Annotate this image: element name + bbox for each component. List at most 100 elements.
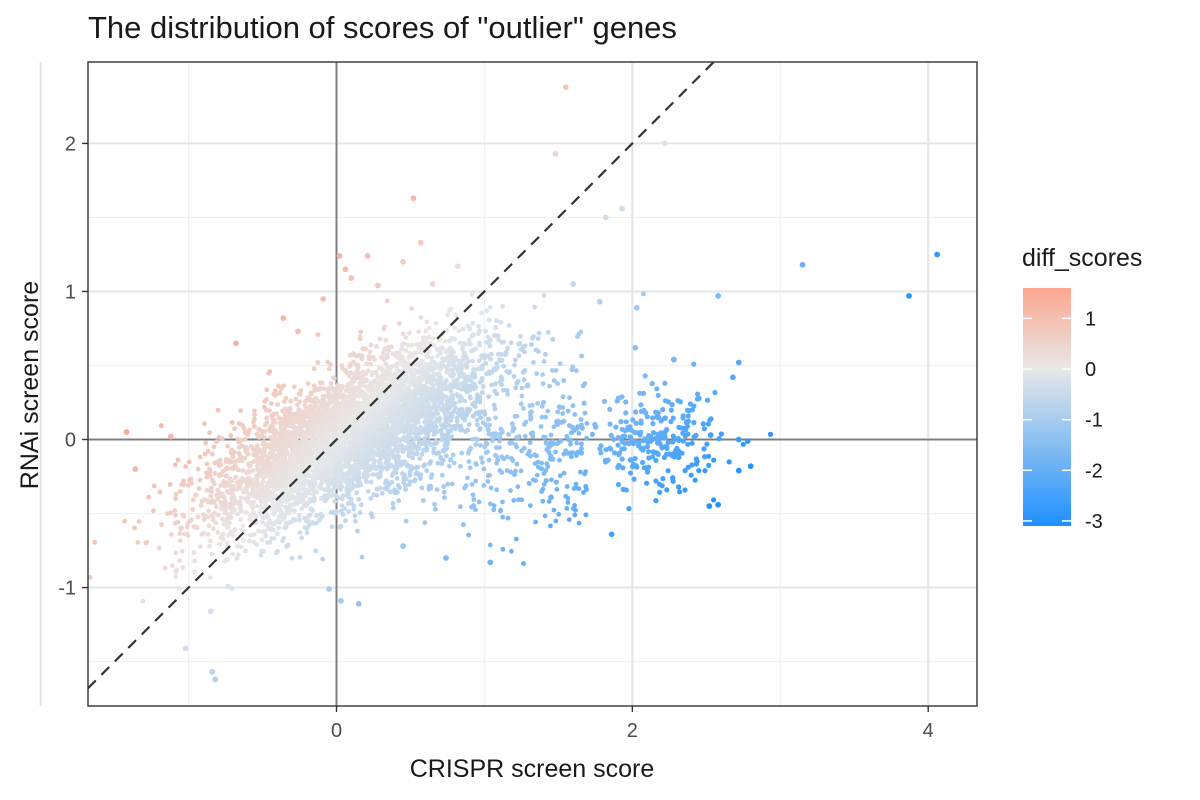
data-point xyxy=(177,531,183,536)
data-point xyxy=(392,422,398,427)
data-point xyxy=(465,475,470,481)
data-point xyxy=(443,420,448,425)
data-point xyxy=(438,427,444,433)
data-point xyxy=(356,441,362,447)
data-point xyxy=(323,412,328,418)
data-point xyxy=(258,434,264,439)
data-point xyxy=(253,476,259,482)
data-point xyxy=(212,460,218,466)
data-point xyxy=(352,462,358,468)
data-point xyxy=(656,414,662,420)
data-point xyxy=(226,532,231,538)
data-point xyxy=(261,451,267,456)
data-point xyxy=(245,475,251,481)
data-point xyxy=(400,399,406,404)
data-point xyxy=(393,350,399,356)
data-point xyxy=(422,336,428,342)
data-point xyxy=(466,359,471,364)
data-point xyxy=(388,407,393,413)
data-point xyxy=(530,477,536,483)
data-point xyxy=(304,530,310,536)
data-point xyxy=(321,386,327,392)
data-point xyxy=(431,343,437,348)
data-point xyxy=(92,539,98,545)
data-point xyxy=(272,500,278,505)
data-point xyxy=(511,424,516,430)
data-point xyxy=(326,386,332,391)
data-point xyxy=(354,409,360,415)
data-point xyxy=(527,403,533,408)
data-point xyxy=(165,511,171,516)
data-point xyxy=(251,484,257,490)
data-point xyxy=(360,378,366,384)
data-point xyxy=(297,554,303,560)
data-point xyxy=(582,410,588,416)
data-point xyxy=(317,517,322,523)
data-point xyxy=(578,469,583,475)
data-point xyxy=(269,536,275,541)
data-point xyxy=(685,413,691,419)
data-point xyxy=(482,411,488,417)
data-point xyxy=(278,469,284,474)
data-point xyxy=(281,512,286,518)
data-point xyxy=(230,532,236,538)
data-point xyxy=(541,471,547,476)
data-point xyxy=(415,464,421,470)
data-point xyxy=(451,356,457,361)
data-point xyxy=(262,445,268,451)
data-point xyxy=(394,366,400,372)
data-point xyxy=(397,458,403,464)
data-point xyxy=(364,384,370,390)
data-point xyxy=(437,400,443,405)
data-point xyxy=(497,438,502,444)
data-point xyxy=(394,475,400,481)
data-point xyxy=(460,415,465,421)
data-point xyxy=(378,354,384,360)
data-point xyxy=(279,443,285,449)
data-point xyxy=(377,336,383,342)
data-point xyxy=(499,352,504,357)
data-point xyxy=(250,489,256,495)
data-point xyxy=(371,461,377,466)
data-point xyxy=(675,436,681,442)
data-point xyxy=(215,407,221,413)
data-point xyxy=(369,407,374,413)
data-point xyxy=(473,507,478,513)
data-point xyxy=(555,409,561,415)
data-point xyxy=(485,417,491,422)
data-point xyxy=(579,446,584,452)
data-point xyxy=(275,402,281,407)
data-point xyxy=(440,345,445,351)
data-point xyxy=(570,403,576,409)
data-point xyxy=(641,407,647,414)
data-point xyxy=(271,468,276,473)
data-point xyxy=(556,404,562,410)
data-point xyxy=(232,527,238,532)
data-point xyxy=(265,494,270,499)
data-point xyxy=(513,468,518,474)
data-point xyxy=(445,428,451,434)
data-point xyxy=(168,532,174,537)
data-point xyxy=(243,449,249,455)
data-point xyxy=(355,483,361,489)
data-point xyxy=(260,492,266,498)
data-point xyxy=(448,352,453,358)
data-point xyxy=(498,320,504,325)
data-point xyxy=(325,484,331,489)
data-point xyxy=(480,384,486,389)
data-point xyxy=(495,333,501,339)
data-point xyxy=(173,491,179,497)
data-point xyxy=(173,550,179,556)
data-point xyxy=(198,503,204,508)
data-point xyxy=(328,493,334,499)
data-point xyxy=(435,460,441,466)
data-point xyxy=(560,394,566,400)
data-point xyxy=(252,412,257,418)
data-point xyxy=(429,422,435,427)
data-point xyxy=(501,387,506,393)
data-point xyxy=(212,471,218,476)
data-point xyxy=(384,372,390,378)
data-point xyxy=(476,499,482,505)
data-point xyxy=(659,483,665,489)
data-point xyxy=(332,406,338,412)
